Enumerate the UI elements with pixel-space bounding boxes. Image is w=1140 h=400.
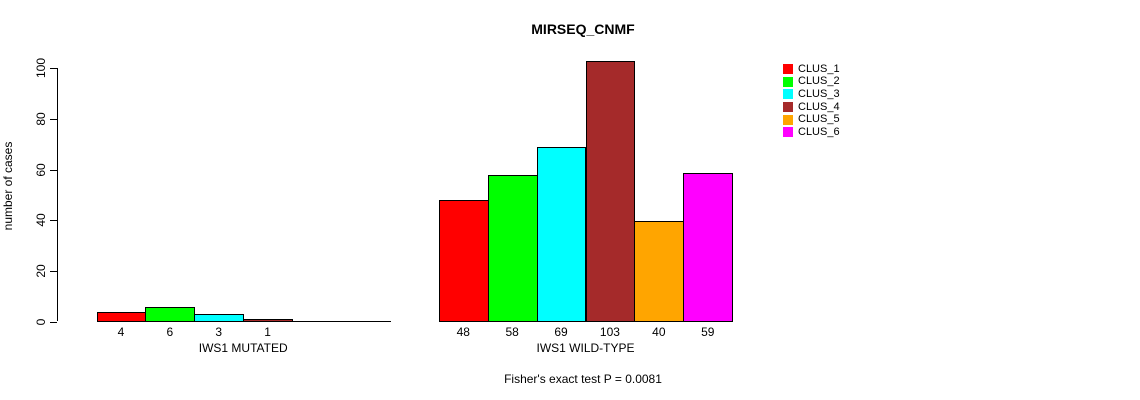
- bar: [194, 314, 245, 322]
- legend-item: CLUS_1: [783, 63, 840, 76]
- y-tick: [49, 220, 57, 222]
- bar-value-label: 103: [599, 325, 620, 339]
- legend-swatch: [783, 89, 793, 100]
- x-group-label: IWS1 MUTATED: [198, 341, 288, 355]
- legend-label: CLUS_5: [798, 113, 840, 126]
- bar-value-label: 58: [505, 325, 519, 339]
- stat-test-subtitle: Fisher's exact test P = 0.0081: [504, 372, 662, 386]
- bar: [536, 147, 587, 322]
- bar: [487, 175, 538, 322]
- legend-item: CLUS_4: [783, 101, 840, 114]
- bar-value-label: 1: [264, 325, 271, 339]
- legend-swatch: [783, 76, 793, 87]
- bar: [243, 319, 294, 322]
- legend-label: CLUS_2: [798, 75, 840, 88]
- legend-swatch: [783, 102, 793, 112]
- bar-value-label: 48: [456, 325, 470, 339]
- legend-item: CLUS_5: [783, 113, 840, 126]
- bar-value-label: 4: [117, 325, 125, 339]
- legend-item: CLUS_3: [783, 88, 840, 101]
- bar-value-label: 6: [166, 325, 174, 339]
- bar: [683, 172, 734, 322]
- legend-swatch: [783, 114, 793, 125]
- legend-swatch: [783, 127, 793, 138]
- bar-value-label: 59: [701, 325, 715, 339]
- legend-swatch: [783, 64, 793, 74]
- y-tick: [49, 270, 57, 272]
- y-tick: [49, 118, 57, 120]
- legend-label: CLUS_3: [798, 87, 840, 100]
- legend-item: CLUS_6: [783, 126, 840, 139]
- x-group-label: IWS1 WILD-TYPE: [536, 341, 635, 355]
- y-tick: [49, 321, 57, 323]
- chart-title: MIRSEQ_CNMF: [531, 21, 635, 37]
- bar-value-label: 3: [215, 325, 223, 339]
- legend-item: CLUS_2: [783, 75, 840, 88]
- legend-label: CLUS_4: [798, 100, 840, 113]
- legend-label: CLUS_1: [798, 62, 840, 75]
- bar-value-label: 69: [554, 325, 568, 339]
- bar: [438, 200, 489, 322]
- y-axis-line: [56, 68, 58, 322]
- bar-value-label: 40: [652, 325, 666, 339]
- y-tick: [49, 169, 57, 171]
- y-tick: [49, 68, 57, 70]
- bar: [585, 61, 636, 322]
- legend-label: CLUS_6: [798, 125, 840, 138]
